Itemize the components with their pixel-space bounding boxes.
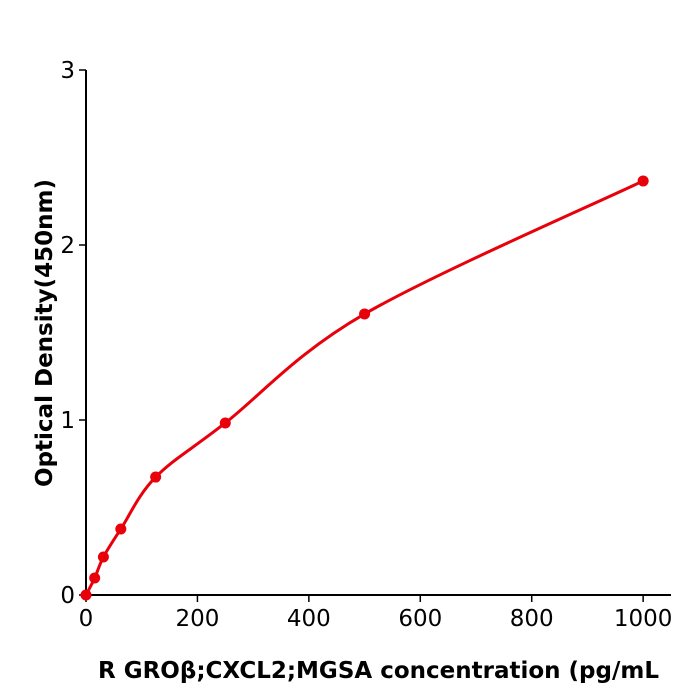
y-tick-label: 0 bbox=[60, 583, 75, 609]
data-point bbox=[97, 551, 109, 563]
x-tick-label: 400 bbox=[287, 606, 331, 632]
x-tick-label: 1000 bbox=[614, 606, 673, 632]
x-tick-label: 600 bbox=[398, 606, 442, 632]
data-point bbox=[637, 175, 649, 187]
data-points-layer bbox=[80, 175, 649, 601]
data-point bbox=[115, 523, 127, 535]
x-tick-label: 200 bbox=[175, 606, 219, 632]
data-point bbox=[359, 308, 371, 320]
y-tick-label: 1 bbox=[60, 408, 75, 434]
axes: 0 200 400 600 800 1000 0 1 2 3 bbox=[60, 58, 672, 632]
y-tick-label: 3 bbox=[60, 58, 75, 84]
data-point bbox=[89, 572, 101, 584]
data-point bbox=[80, 589, 92, 601]
data-point bbox=[219, 417, 231, 429]
data-point bbox=[150, 471, 162, 483]
x-tick-label: 800 bbox=[510, 606, 554, 632]
x-axis-title: R GROβ;CXCL2;MGSA concentration (pg/mL bbox=[98, 658, 659, 684]
y-axis-title: Optical Density(450nm) bbox=[32, 179, 58, 487]
x-tick-label: 0 bbox=[79, 606, 94, 632]
y-tick-label: 2 bbox=[60, 233, 75, 259]
fit-curve bbox=[84, 179, 644, 596]
fit-curve-layer bbox=[84, 179, 644, 596]
